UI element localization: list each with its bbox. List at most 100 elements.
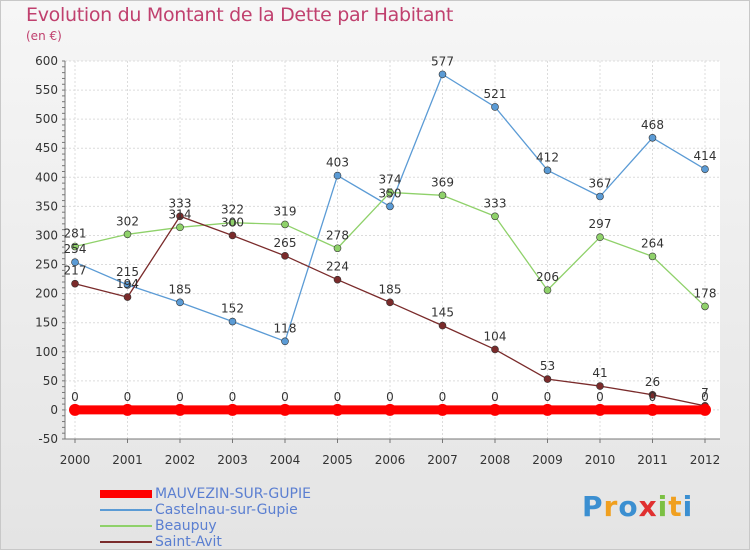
data-point <box>543 166 552 175</box>
chart-title: Evolution du Montant de la Dette par Hab… <box>26 4 454 26</box>
series-2 <box>71 188 709 311</box>
data-point <box>543 286 552 294</box>
data-point <box>71 242 79 251</box>
x-tick-label: 2002 <box>165 453 196 467</box>
logo-letter: P <box>582 490 604 523</box>
data-label: 300 <box>221 215 244 229</box>
x-tick-label: 2010 <box>585 453 616 467</box>
plot-area <box>65 61 720 439</box>
legend-label: Saint-Avit <box>155 533 222 550</box>
data-label: 0 <box>491 390 499 404</box>
y-tick-label: 50 <box>43 374 58 388</box>
legend-item: MAUVEZIN-SUR-GUPIE <box>100 486 311 502</box>
data-label: 297 <box>589 217 612 231</box>
data-point <box>386 298 394 307</box>
y-tick-label: 200 <box>35 287 58 301</box>
data-label: 194 <box>116 277 139 291</box>
x-tick-label: 2012 <box>690 453 721 467</box>
data-label: 403 <box>326 156 349 170</box>
legend-swatch <box>100 525 152 527</box>
data-label: 254 <box>64 242 87 256</box>
x-tick-label: 2007 <box>427 453 458 467</box>
data-label: 264 <box>641 236 664 250</box>
data-point <box>176 298 184 307</box>
data-point <box>491 103 499 111</box>
y-tick-label: 100 <box>35 345 58 359</box>
logo-letter: i <box>657 490 669 523</box>
data-label: 206 <box>536 270 559 284</box>
data-point <box>226 403 239 416</box>
data-label: 0 <box>229 390 237 404</box>
data-point <box>176 212 184 221</box>
data-label: 0 <box>596 390 604 404</box>
data-point <box>438 191 447 200</box>
data-point <box>543 375 552 383</box>
data-label: 41 <box>592 366 607 380</box>
data-point <box>436 403 449 416</box>
data-point <box>333 171 342 180</box>
data-point <box>333 275 342 284</box>
data-point <box>386 188 394 197</box>
data-label: 215 <box>116 265 139 279</box>
data-point <box>123 281 132 289</box>
x-tick-label: 2009 <box>532 453 563 467</box>
data-point <box>699 403 711 416</box>
logo-letter: r <box>603 490 619 523</box>
data-point <box>386 202 394 211</box>
data-point <box>648 252 657 261</box>
series-layer <box>69 70 711 416</box>
data-point <box>489 403 501 416</box>
data-point <box>228 218 237 227</box>
data-label: 0 <box>281 390 289 404</box>
series-1 <box>71 70 709 346</box>
logo-letter: o <box>618 490 639 523</box>
data-point <box>333 244 342 253</box>
x-axis: 2000 2001 2002 2003 2004 2005 2006 2007 2008 2009… <box>60 438 721 467</box>
data-point <box>438 70 447 79</box>
data-point <box>331 403 344 416</box>
data-label: 0 <box>649 390 657 404</box>
data-label: 0 <box>334 390 342 404</box>
data-label: 145 <box>431 306 454 320</box>
legend-item: Beaupuy <box>100 518 311 534</box>
x-tick-label: 2001 <box>112 453 143 467</box>
data-point <box>279 403 291 416</box>
data-label: 0 <box>386 390 394 404</box>
legend-label: Castelnau-sur-Gupie <box>155 501 298 518</box>
data-label: 278 <box>326 228 349 242</box>
data-point <box>174 403 186 416</box>
legend: MAUVEZIN-SUR-GUPIE Castelnau-sur-Gupie B… <box>100 486 311 550</box>
data-label: 104 <box>484 329 507 343</box>
data-point <box>701 165 709 173</box>
y-tick-label: 600 <box>35 54 58 68</box>
data-label: 185 <box>169 282 192 296</box>
data-label: 414 <box>694 149 717 163</box>
data-label: 0 <box>544 390 552 404</box>
data-label: 369 <box>431 175 454 189</box>
data-point <box>541 403 554 416</box>
data-label: 367 <box>589 176 612 190</box>
data-point <box>228 317 237 326</box>
data-point <box>596 233 604 242</box>
data-point <box>596 192 604 201</box>
y-axis: -50 0 50 100 150 200 250 300 350 400 450 500 550 600 <box>35 54 66 446</box>
data-point <box>701 302 709 311</box>
data-point <box>71 279 79 288</box>
data-point <box>491 212 499 221</box>
data-point <box>176 223 184 232</box>
data-point <box>491 345 499 354</box>
data-label: 468 <box>641 118 664 132</box>
series-0 <box>69 403 711 416</box>
data-labels: 254 215 185 152 118 403 350 577 521 412 367 468 414 2… <box>64 54 717 404</box>
data-label: 0 <box>71 390 79 404</box>
data-label: 319 <box>274 204 297 218</box>
proxiti-logo: Proxiti <box>582 490 693 523</box>
logo-letter: t <box>668 490 683 523</box>
legend-swatch <box>100 541 152 543</box>
chart-unit: (en €) <box>26 29 62 43</box>
legend-item: Castelnau-sur-Gupie <box>100 502 311 518</box>
data-point <box>281 252 289 260</box>
data-label: 0 <box>176 390 184 404</box>
data-label: 521 <box>484 87 507 101</box>
